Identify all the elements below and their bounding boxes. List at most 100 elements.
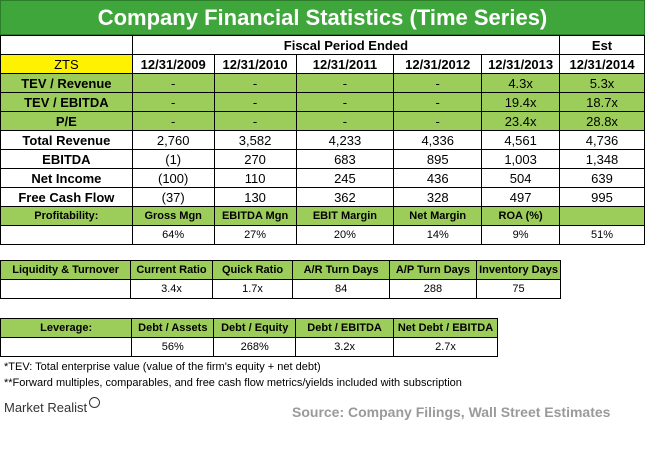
- table-cell: 28.8x: [559, 111, 645, 131]
- leverage-label: Leverage:: [0, 318, 133, 338]
- page-title: Company Financial Statistics (Time Serie…: [0, 0, 645, 35]
- table-cell: -: [393, 92, 483, 112]
- table-cell: 56%: [131, 337, 215, 357]
- table-cell: 5.3x: [559, 73, 645, 93]
- financial-statistics-table: Fiscal Period Ended Est ZTS 12/31/2009 1…: [0, 35, 645, 245]
- table-cell: 245: [295, 168, 395, 188]
- table-cell: (37): [131, 187, 215, 207]
- period-header: 12/31/2014: [559, 54, 645, 74]
- footnote-forward: **Forward multiples, comparables, and fr…: [4, 377, 462, 389]
- table-cell: 1.7x: [211, 279, 294, 299]
- table-row: P/E - - - - 23.4x 28.8x: [0, 111, 645, 131]
- row-label: TEV / Revenue: [0, 73, 133, 93]
- table-cell: -: [295, 111, 395, 131]
- leverage-header: Debt / Equity: [213, 318, 297, 338]
- table-row: 56% 268% 3.2x 2.7x: [0, 337, 498, 357]
- footnote-tev: *TEV: Total enterprise value (value of t…: [4, 361, 321, 373]
- table-cell: 4,561: [481, 130, 561, 150]
- table-cell: -: [393, 73, 483, 93]
- table-cell: 2,760: [131, 130, 215, 150]
- table-cell: 110: [213, 168, 297, 188]
- row-label: P/E: [0, 111, 133, 131]
- table-cell: 3.4x: [130, 279, 213, 299]
- leverage-header: Debt / Assets: [131, 318, 215, 338]
- period-header: 12/31/2011: [295, 54, 395, 74]
- table-cell: 268%: [213, 337, 297, 357]
- brand-logo: Market Realist: [4, 397, 101, 415]
- table-cell: 18.7x: [559, 92, 645, 112]
- table-cell: 14%: [393, 225, 483, 245]
- table-cell: -: [131, 111, 215, 131]
- table-row: 64% 27% 20% 14% 9% 51%: [0, 225, 645, 245]
- table-row: Net Income (100) 110 245 436 504 639: [0, 168, 645, 188]
- liquidity-header: A/P Turn Days: [388, 260, 478, 280]
- table-row: Free Cash Flow (37) 130 362 328 497 995: [0, 187, 645, 207]
- profitability-header: Net Margin: [393, 206, 483, 226]
- table-cell: 497: [481, 187, 561, 207]
- row-label: Total Revenue: [0, 130, 133, 150]
- liquidity-header: Current Ratio: [130, 260, 213, 280]
- liquidity-header: Inventory Days: [476, 260, 561, 280]
- table-cell: 130: [213, 187, 297, 207]
- leverage-table: Leverage: Debt / Assets Debt / Equity De…: [0, 318, 498, 357]
- table-cell: 895: [393, 149, 483, 169]
- est-header: Est: [559, 35, 645, 55]
- row-label: TEV / EBITDA: [0, 92, 133, 112]
- liquidity-table: Liquidity & Turnover Current Ratio Quick…: [0, 260, 561, 299]
- table-cell: 362: [295, 187, 395, 207]
- table-cell: 3.2x: [295, 337, 394, 357]
- table-row: Liquidity & Turnover Current Ratio Quick…: [0, 260, 561, 280]
- period-header: 12/31/2009: [131, 54, 215, 74]
- brand-name: Market Realist: [4, 400, 88, 415]
- table-cell: -: [213, 92, 297, 112]
- table-cell: 288: [388, 279, 478, 299]
- profitability-header: ROA (%): [481, 206, 561, 226]
- fiscal-period-header: Fiscal Period Ended: [131, 35, 561, 55]
- table-cell: 4,233: [295, 130, 395, 150]
- period-header: 12/31/2010: [213, 54, 297, 74]
- source-note: Source: Company Filings, Wall Street Est…: [292, 404, 611, 420]
- liquidity-header: Quick Ratio: [211, 260, 294, 280]
- table-cell: 639: [559, 168, 645, 188]
- profitability-header: Gross Mgn: [131, 206, 215, 226]
- table-cell: 20%: [295, 225, 395, 245]
- table-cell: 504: [481, 168, 561, 188]
- table-cell: 3,582: [213, 130, 297, 150]
- table-cell: 1,003: [481, 149, 561, 169]
- table-cell: 9%: [481, 225, 561, 245]
- table-cell: (100): [131, 168, 215, 188]
- row-label: EBITDA: [0, 149, 133, 169]
- table-row: EBITDA (1) 270 683 895 1,003 1,348: [0, 149, 645, 169]
- table-cell: -: [393, 111, 483, 131]
- ticker-cell: ZTS: [0, 54, 133, 74]
- leverage-header: Net Debt / EBITDA: [393, 318, 498, 338]
- table-row: Profitability: Gross Mgn EBITDA Mgn EBIT…: [0, 206, 645, 226]
- table-cell: 2.7x: [393, 337, 498, 357]
- table-cell: 19.4x: [481, 92, 561, 112]
- table-cell: 270: [213, 149, 297, 169]
- table-cell: 23.4x: [481, 111, 561, 131]
- profitability-header: EBITDA Mgn: [213, 206, 297, 226]
- table-cell: -: [295, 73, 395, 93]
- table-cell: -: [295, 92, 395, 112]
- table-cell: -: [131, 92, 215, 112]
- table-cell: 51%: [559, 225, 645, 245]
- table-cell: 995: [559, 187, 645, 207]
- table-cell: (1): [131, 149, 215, 169]
- row-label: Free Cash Flow: [0, 187, 133, 207]
- table-cell: -: [131, 73, 215, 93]
- table-cell: 64%: [131, 225, 215, 245]
- profitability-label: Profitability:: [0, 206, 133, 226]
- period-header: 12/31/2013: [481, 54, 561, 74]
- table-cell: 4,736: [559, 130, 645, 150]
- profitability-header: [559, 206, 645, 226]
- table-cell: -: [213, 111, 297, 131]
- liquidity-header: A/R Turn Days: [292, 260, 390, 280]
- table-cell: 4.3x: [481, 73, 561, 93]
- table-row: 3.4x 1.7x 84 288 75: [0, 279, 561, 299]
- table-cell: 436: [393, 168, 483, 188]
- table-cell: 1,348: [559, 149, 645, 169]
- table-cell: 4,336: [393, 130, 483, 150]
- magnifier-icon: [89, 397, 101, 408]
- table-row: Total Revenue 2,760 3,582 4,233 4,336 4,…: [0, 130, 645, 150]
